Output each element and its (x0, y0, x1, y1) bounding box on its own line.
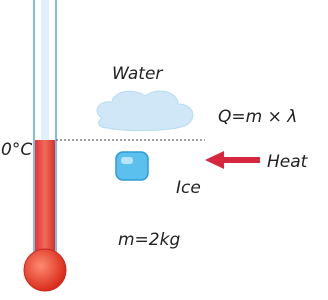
heat-arrow (205, 151, 260, 169)
formula-label: Q=m × λ (218, 107, 297, 127)
diagram: Water Q=m × λ 0°C Heat Ice m=2kg (0, 0, 328, 300)
mass-label: m=2kg (118, 230, 180, 250)
ice-cube (116, 152, 148, 180)
water-label: Water (112, 64, 163, 84)
page: {"labels": {"water": "Water", "formula":… (0, 0, 328, 300)
temperature-label: 0°C (1, 140, 32, 160)
ice-highlight (121, 157, 133, 164)
ice-label: Ice (176, 178, 201, 198)
heat-label: Heat (267, 152, 309, 172)
water-cloud (97, 91, 193, 131)
